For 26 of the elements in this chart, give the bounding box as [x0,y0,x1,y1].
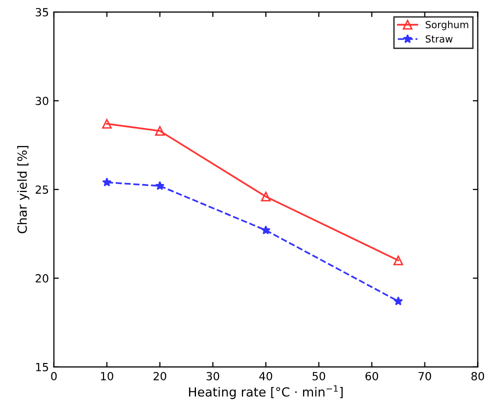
x-tick-label: 20 [154,372,166,380]
point [155,181,165,190]
point [261,225,270,234]
point [155,126,165,136]
x-tick-label: 40 [259,372,272,380]
x-tick-label: 0 [51,372,57,380]
legend-label: Sorghum [426,20,468,30]
point [394,296,403,306]
y-axis-title: Char yield [%] [17,146,30,234]
y-tick-label: 30 [36,96,48,106]
point [393,256,404,266]
point [102,178,112,186]
y-tick-label: 15 [36,363,48,372]
x-tick-label: 50 [312,372,326,380]
point [102,118,112,129]
point [260,192,271,202]
y-tick-label: 20 [36,274,48,283]
x-tick-label: 60 [365,372,378,380]
y-tick-label: 25 [36,185,48,194]
x-tick-label: 70 [418,372,432,380]
legend-label: Straw [426,35,453,43]
y-tick-label: 35 [36,8,48,16]
x-tick-label: 80 [471,372,484,380]
x-tick-label: 10 [101,372,114,380]
x-tick-label: 30 [206,372,220,380]
x-axis-title: Heating rate [°C · min$^{−1}$] [189,385,343,400]
